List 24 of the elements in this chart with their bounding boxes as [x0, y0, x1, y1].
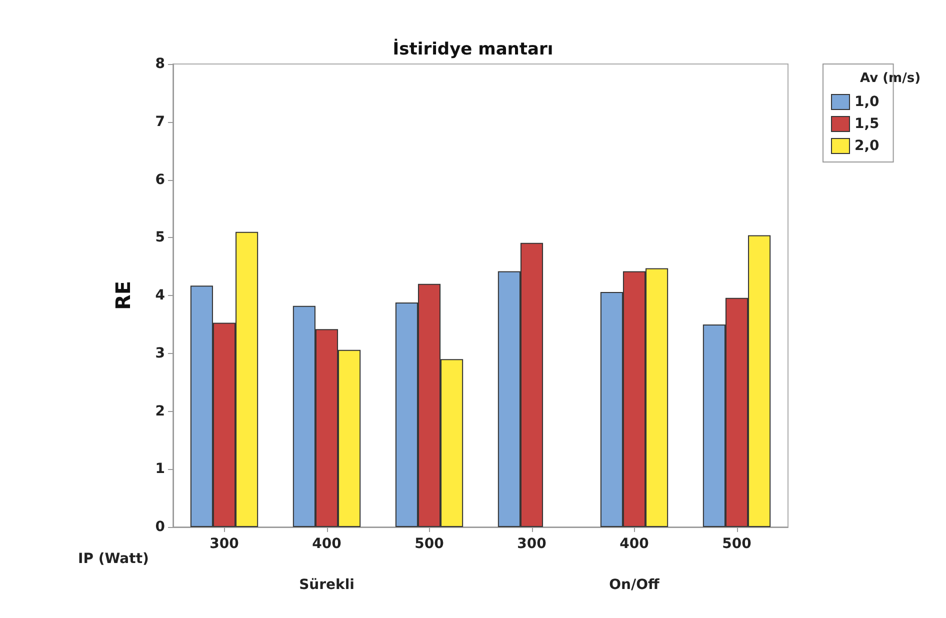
legend-title: Av (m/s)	[860, 71, 921, 86]
y-tick-label: 8	[155, 56, 165, 72]
x-tick-label: 400	[620, 536, 650, 552]
x-tick-label: 500	[722, 536, 752, 552]
y-tick-label: 5	[155, 230, 165, 246]
legend-label: 1,0	[854, 94, 880, 110]
x-tick-label: 500	[414, 536, 444, 552]
y-tick-label: 1	[155, 461, 165, 478]
y-tick-label: 3	[155, 345, 165, 362]
chart-title: İstiridye mantarı	[392, 38, 554, 60]
text: On/Off	[609, 577, 660, 593]
y-tick-label: 7	[155, 114, 165, 130]
x-tick-label: 300	[210, 536, 240, 552]
y-tick-label: 4	[155, 288, 166, 304]
y-tick-label: 0	[155, 519, 166, 535]
y-axis-title: RE	[111, 280, 135, 310]
x-tick-label: 400	[312, 536, 342, 552]
legend-label: 2,0	[854, 138, 880, 154]
x-axis-title: IP (Watt)	[78, 551, 149, 567]
text: Sürekli	[299, 577, 354, 593]
x-tick-label: 300	[517, 536, 547, 552]
y-tick-label: 6	[155, 172, 165, 188]
legend-label: 1,5	[854, 116, 880, 132]
y-tick-label: 2	[155, 403, 165, 420]
